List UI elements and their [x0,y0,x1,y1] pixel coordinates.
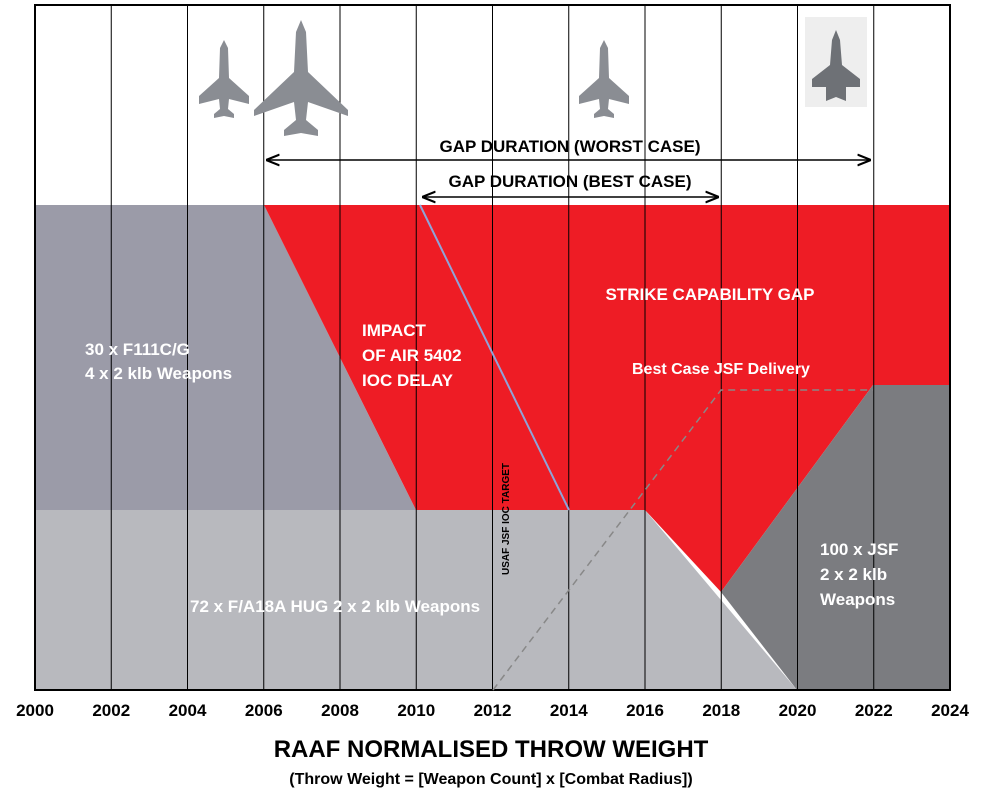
subtitle: (Throw Weight = [Weapon Count] x [Combat… [289,771,692,788]
title: RAAF NORMALISED THROW WEIGHT [274,736,709,763]
jsf-label: 2 x 2 klb [820,565,887,584]
impact-label: IOC DELAY [362,371,454,390]
strike-gap-label: STRIKE CAPABILITY GAP [605,285,814,304]
x-tick-label: 2022 [855,701,893,720]
jsf-label: 100 x JSF [820,540,898,559]
x-tick-label: 2012 [474,701,512,720]
x-tick-label: 2018 [702,701,740,720]
x-tick-label: 2016 [626,701,664,720]
x-tick-label: 2010 [397,701,435,720]
impact-label: OF AIR 5402 [362,346,462,365]
x-tick-label: 2008 [321,701,359,720]
best-case-label: Best Case JSF Delivery [632,361,810,378]
f111-label: 4 x 2 klb Weapons [85,364,232,383]
f111-label: 30 x F111C/G [85,340,190,359]
x-tick-label: 2024 [931,701,969,720]
x-axis: 2000 2002 2004 2006 2008 2010 2012 2014 2016 2018… [16,701,969,720]
x-tick-label: 2006 [245,701,283,720]
jsf-label: Weapons [820,590,895,609]
x-tick-label: 2020 [779,701,817,720]
x-tick-label: 2004 [169,701,207,720]
usaf-label: USAF JSF IOC TARGET [501,463,512,575]
gap-best-label: GAP DURATION (BEST CASE) [448,172,691,191]
x-tick-label: 2014 [550,701,588,720]
x-tick-label: 2002 [92,701,130,720]
impact-label: IMPACT [362,321,427,340]
fa18-label: 72 x F/A18A HUG 2 x 2 klb Weapons [190,597,480,616]
gap-worst-label: GAP DURATION (WORST CASE) [440,137,701,156]
diagram: GAP DURATION (WORST CASE) GAP DURATION (… [0,0,983,795]
x-tick-label: 2000 [16,701,54,720]
